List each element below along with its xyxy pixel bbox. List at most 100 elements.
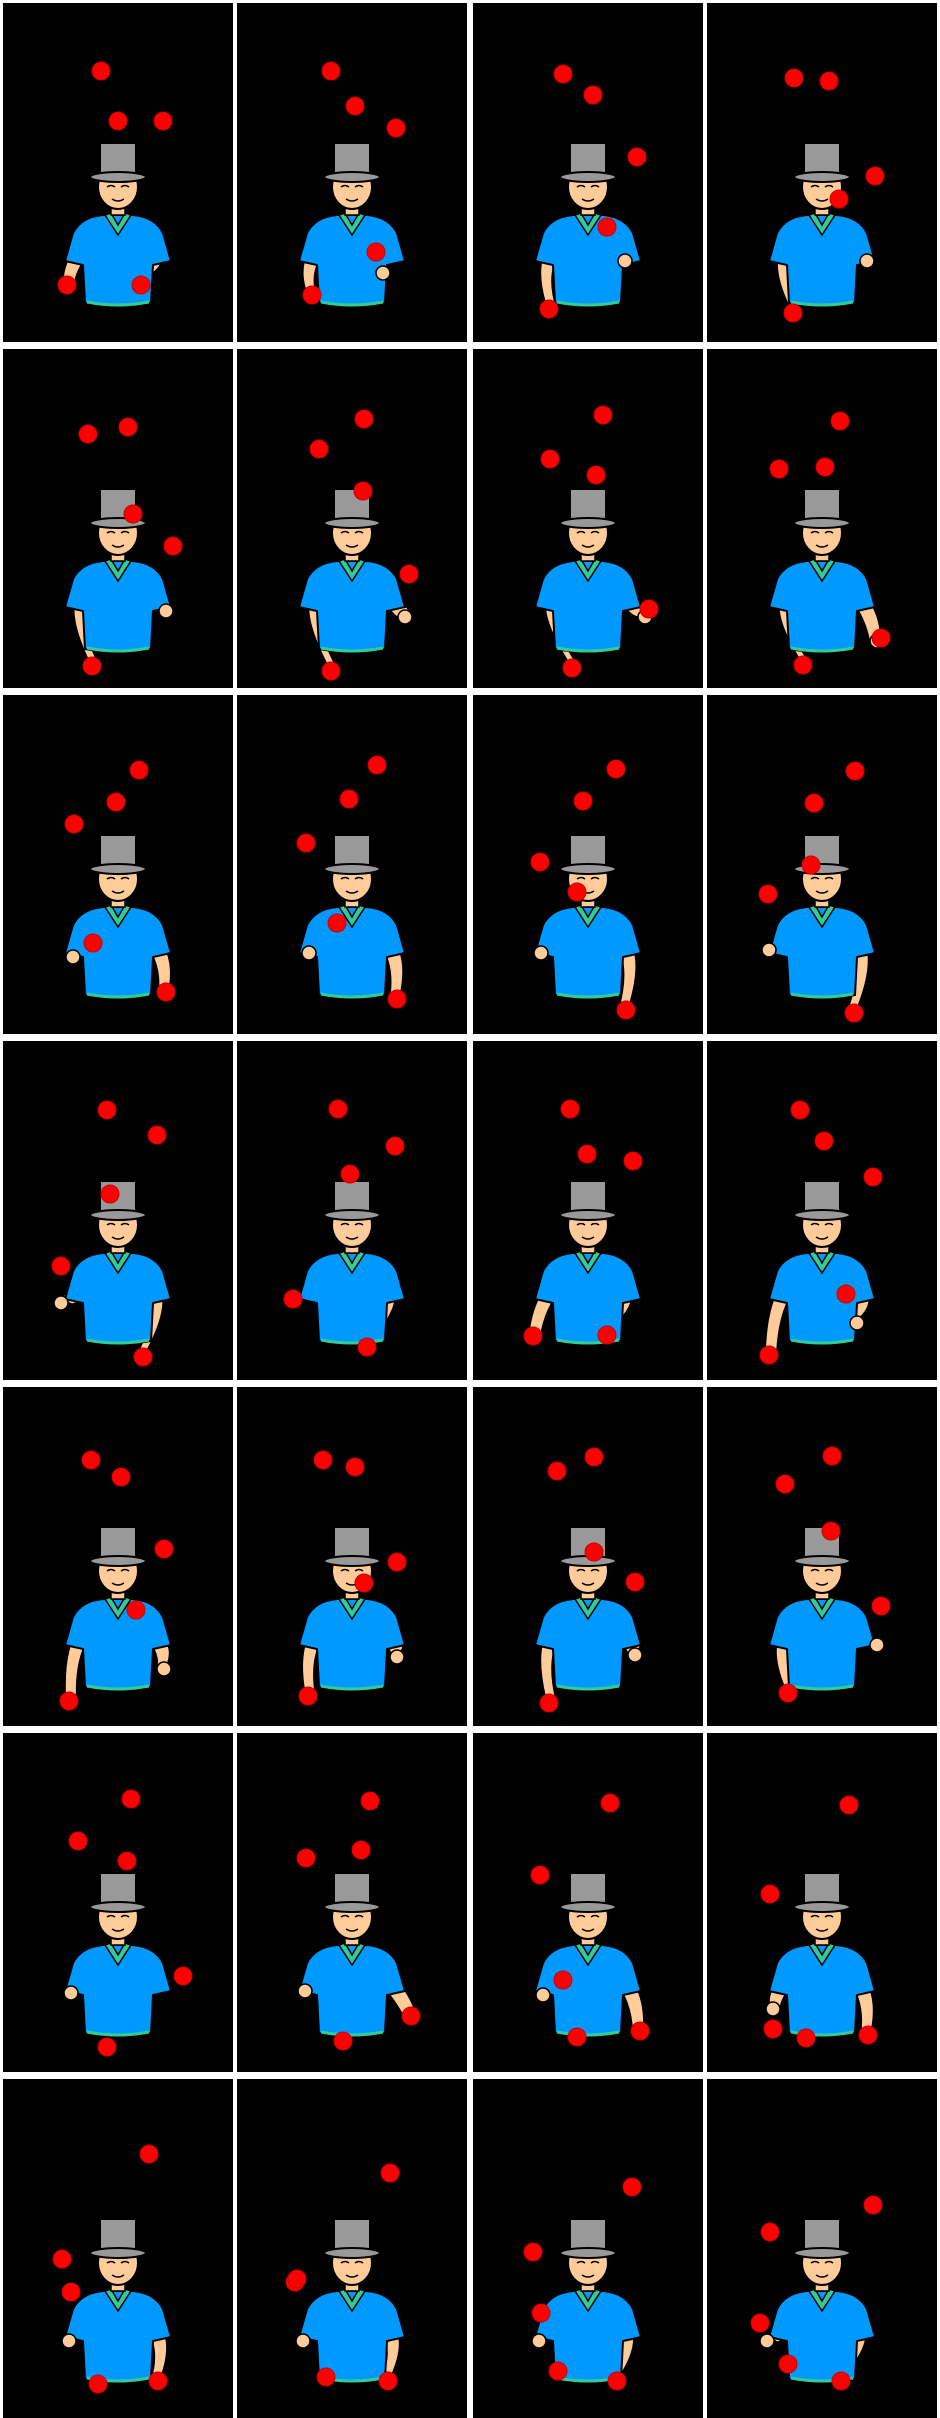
ball bbox=[523, 1326, 543, 1346]
shirt-hem bbox=[556, 300, 620, 307]
ball bbox=[83, 933, 103, 953]
ball bbox=[593, 405, 613, 425]
ball bbox=[584, 1447, 604, 1467]
shirt-hem bbox=[790, 1338, 854, 1345]
left-hand bbox=[533, 945, 549, 961]
ball bbox=[778, 1683, 798, 1703]
right-eye bbox=[590, 1222, 600, 1226]
right-eye bbox=[590, 530, 600, 534]
ball bbox=[108, 111, 128, 131]
right-hand bbox=[859, 253, 875, 269]
left-eye bbox=[576, 1222, 586, 1226]
animation-frame bbox=[3, 3, 233, 342]
top-hat-icon bbox=[89, 2247, 147, 2259]
ball bbox=[607, 2371, 627, 2391]
mouth bbox=[111, 198, 125, 202]
left-eye bbox=[340, 876, 350, 880]
top-hat-icon bbox=[793, 1209, 851, 1221]
ball bbox=[793, 655, 813, 675]
top-hat-icon bbox=[559, 2247, 617, 2259]
juggler-figure bbox=[296, 1791, 421, 2051]
left-eye bbox=[810, 876, 820, 880]
animation-frame bbox=[473, 1041, 703, 1380]
ball bbox=[630, 2021, 650, 2041]
ball bbox=[154, 1539, 174, 1559]
ball bbox=[871, 628, 891, 648]
right-eye bbox=[354, 1568, 364, 1572]
right-eye bbox=[354, 2260, 364, 2264]
ball bbox=[763, 2019, 783, 2039]
shirt-hem bbox=[556, 2030, 620, 2037]
ball bbox=[283, 1289, 303, 1309]
ball bbox=[639, 599, 659, 619]
left-hand bbox=[297, 1983, 313, 1999]
ball bbox=[562, 658, 582, 678]
ball bbox=[759, 1345, 779, 1365]
ball bbox=[52, 2249, 72, 2269]
ball bbox=[829, 189, 849, 209]
juggler-figure bbox=[767, 68, 885, 323]
shirt-hem bbox=[86, 1338, 150, 1345]
ball bbox=[345, 96, 365, 116]
animation-frame bbox=[3, 1041, 233, 1380]
animation-frame bbox=[473, 2079, 703, 2418]
ball bbox=[790, 1100, 810, 1120]
ball bbox=[97, 2037, 117, 2057]
mouth bbox=[111, 890, 125, 894]
right-hand bbox=[156, 1661, 172, 1677]
juggler-figure bbox=[285, 2163, 407, 2391]
ball bbox=[117, 1851, 137, 1871]
shirt-hem bbox=[320, 1684, 384, 1691]
right-hand bbox=[389, 1649, 405, 1665]
juggler-figure bbox=[533, 64, 647, 319]
ball bbox=[622, 2177, 642, 2197]
shirt-hem bbox=[86, 646, 150, 653]
animation-frame bbox=[237, 695, 467, 1034]
right-eye bbox=[354, 184, 364, 188]
top-hat-icon bbox=[559, 517, 617, 529]
mouth bbox=[581, 1928, 595, 1932]
ball bbox=[81, 1450, 101, 1470]
top-hat-icon bbox=[89, 171, 147, 183]
juggler-figure bbox=[297, 1450, 407, 1706]
top-hat-icon bbox=[323, 171, 381, 183]
ball bbox=[345, 1457, 365, 1477]
juggler-figure bbox=[750, 2195, 883, 2391]
ball bbox=[57, 275, 77, 295]
top-hat-icon bbox=[559, 1209, 617, 1221]
animation-frame bbox=[473, 1387, 703, 1726]
ball bbox=[91, 61, 111, 81]
ball bbox=[758, 884, 778, 904]
ball bbox=[97, 1100, 117, 1120]
right-eye bbox=[824, 2260, 834, 2264]
juggler-figure bbox=[63, 1789, 193, 2057]
juggler-figure bbox=[523, 2177, 643, 2391]
left-hand bbox=[535, 1987, 551, 2003]
ball bbox=[553, 64, 573, 84]
ball bbox=[815, 457, 835, 477]
left-hand bbox=[531, 2333, 547, 2349]
juggler-figure bbox=[59, 1450, 174, 1711]
juggler-figure bbox=[530, 1793, 650, 2047]
ball bbox=[865, 166, 885, 186]
right-eye bbox=[590, 1568, 600, 1572]
animation-frame bbox=[707, 1387, 937, 1726]
ball bbox=[385, 1136, 405, 1156]
top-hat-icon bbox=[323, 2247, 381, 2259]
juggler-figure bbox=[767, 1446, 891, 1703]
ball bbox=[584, 1542, 604, 1562]
top-hat-icon bbox=[323, 1209, 381, 1221]
mouth bbox=[581, 198, 595, 202]
ball bbox=[287, 2269, 307, 2289]
mouth bbox=[815, 544, 829, 548]
right-eye bbox=[590, 184, 600, 188]
ball bbox=[129, 760, 149, 780]
right-eye bbox=[120, 1914, 130, 1918]
ball bbox=[78, 424, 98, 444]
mouth bbox=[345, 890, 359, 894]
ball bbox=[836, 1284, 856, 1304]
ball bbox=[88, 2374, 108, 2394]
ball bbox=[583, 85, 603, 105]
ball bbox=[401, 2006, 421, 2026]
ball bbox=[123, 504, 143, 524]
